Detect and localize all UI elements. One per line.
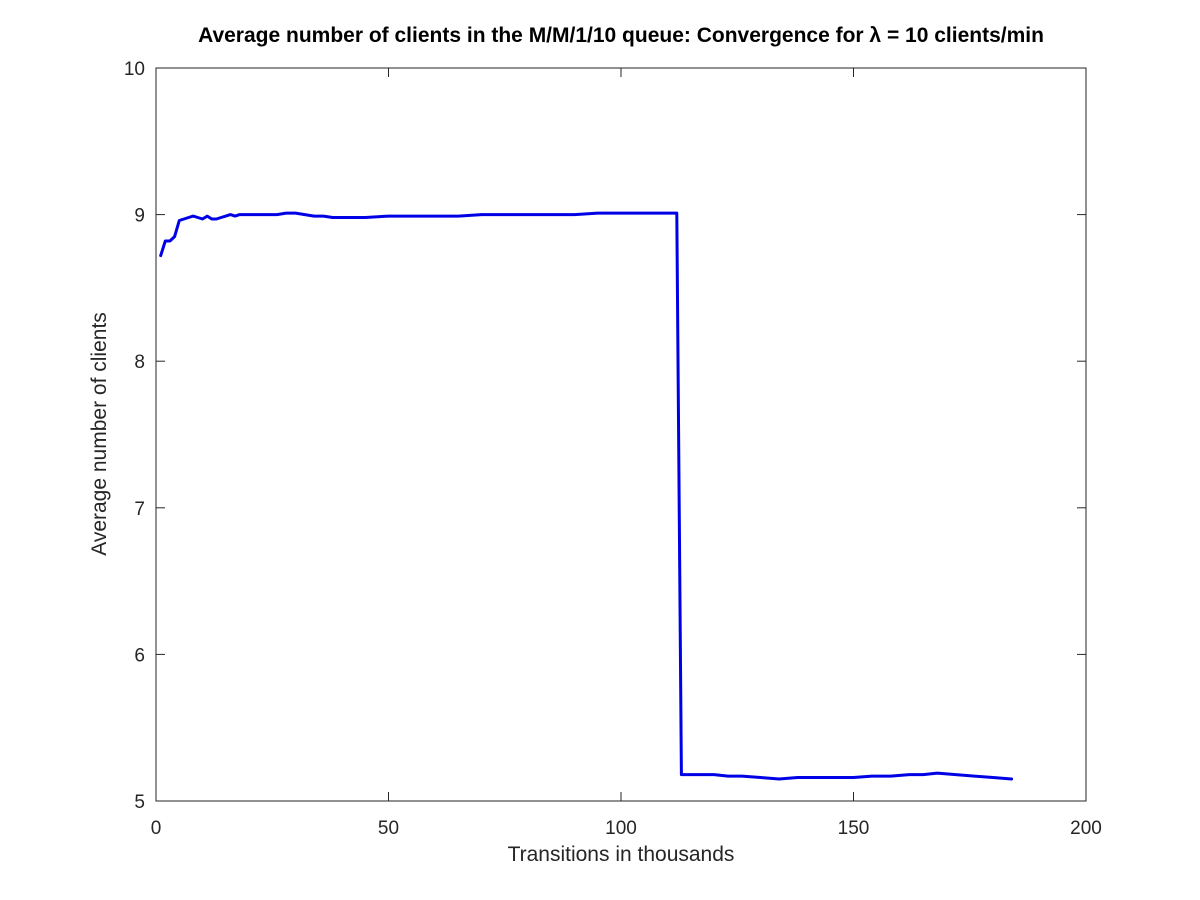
- y-tick-label: 8: [134, 352, 145, 373]
- plot-area: [156, 68, 1086, 801]
- x-tick-label: 0: [151, 818, 162, 839]
- tick-labels: 0 50 100 150 200 5 6 7 8 9 10: [124, 59, 1102, 839]
- x-tick-label: 100: [605, 818, 637, 839]
- y-axis-label: Average number of clients: [88, 312, 111, 556]
- x-tick-label: 50: [378, 818, 399, 839]
- chart-title: Average number of clients in the M/M/1/1…: [198, 24, 1044, 47]
- y-tick-label: 9: [134, 206, 145, 227]
- series-layer: [159, 211, 1014, 781]
- x-axis-label: Transitions in thousands: [508, 843, 735, 866]
- y-tick-label: 10: [124, 59, 145, 80]
- y-tick-label: 6: [134, 645, 145, 666]
- x-tick-label: 150: [838, 818, 870, 839]
- series-line-0: [159, 211, 1014, 781]
- axes-box: [155, 67, 1087, 802]
- y-tick-label: 5: [134, 792, 145, 813]
- x-tick-label: 200: [1070, 818, 1102, 839]
- y-tick-label: 7: [134, 499, 145, 520]
